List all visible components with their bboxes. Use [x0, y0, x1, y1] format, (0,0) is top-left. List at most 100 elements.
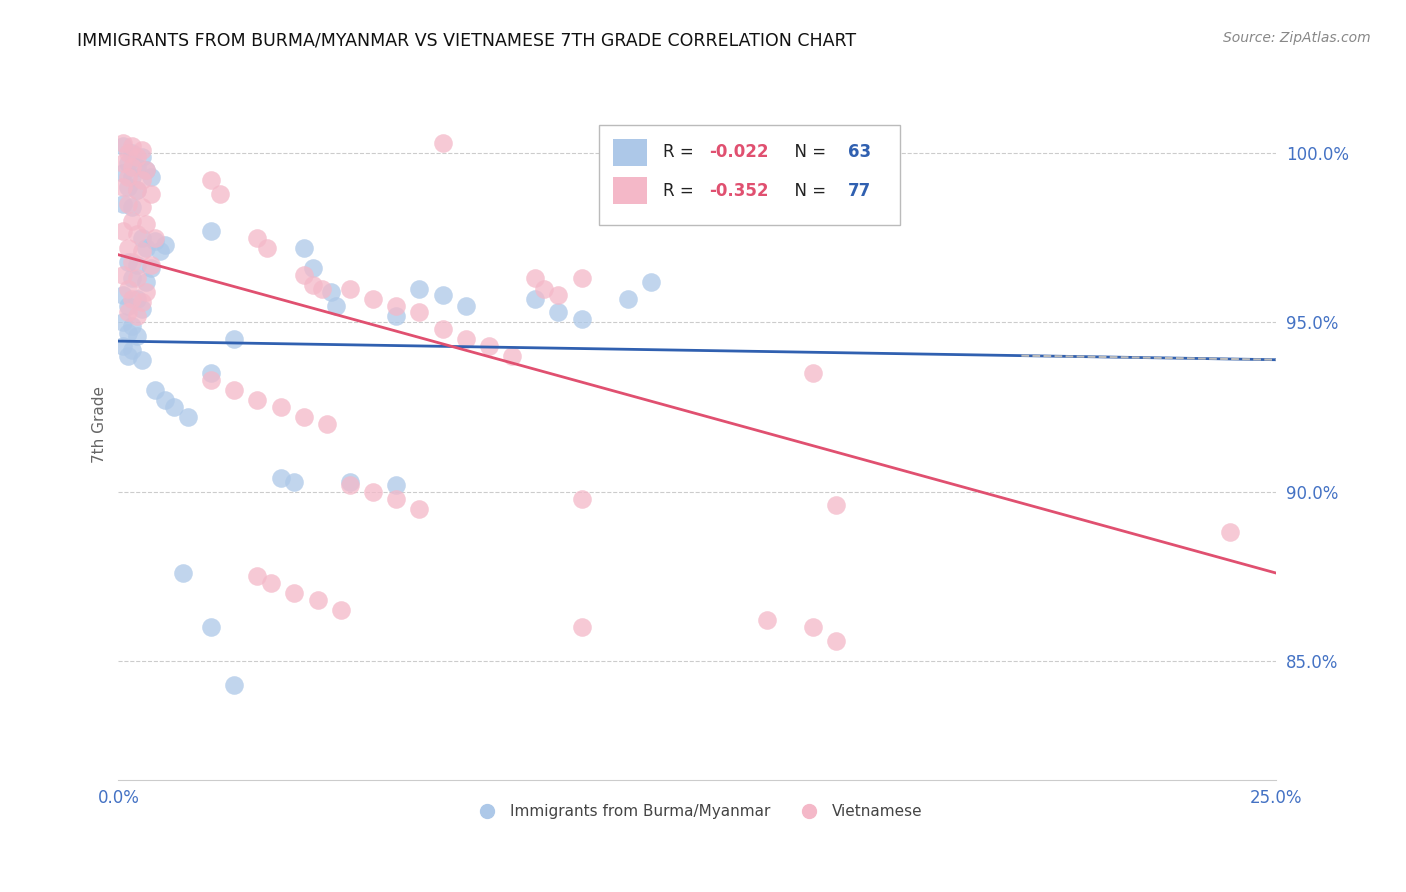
Point — [315, 417, 337, 431]
Point — [547, 305, 569, 319]
Point — [385, 478, 408, 492]
Point — [131, 244, 153, 259]
Point — [131, 143, 153, 157]
Point — [131, 301, 153, 316]
Point — [117, 254, 139, 268]
Point — [131, 295, 153, 310]
Point — [121, 169, 143, 184]
Point — [125, 227, 148, 242]
Point — [121, 292, 143, 306]
Point — [117, 180, 139, 194]
Point — [135, 275, 157, 289]
Point — [755, 153, 778, 167]
Point — [307, 593, 329, 607]
Point — [131, 150, 153, 164]
Point — [121, 200, 143, 214]
Point — [408, 501, 430, 516]
Point — [408, 305, 430, 319]
Point — [125, 183, 148, 197]
Point — [571, 271, 593, 285]
Point — [117, 146, 139, 161]
Point — [283, 475, 305, 489]
Point — [112, 316, 135, 330]
Point — [292, 241, 315, 255]
Point — [292, 410, 315, 425]
Point — [117, 326, 139, 340]
Point — [571, 312, 593, 326]
Point — [200, 620, 222, 634]
Point — [321, 285, 343, 299]
Bar — [613, 139, 648, 166]
Text: -0.352: -0.352 — [709, 182, 768, 200]
Point — [224, 333, 246, 347]
Point — [283, 586, 305, 600]
Point — [270, 400, 292, 414]
Point — [755, 614, 778, 628]
Point — [311, 282, 333, 296]
Point — [135, 285, 157, 299]
Point — [200, 366, 222, 380]
Point — [112, 268, 135, 282]
Point — [385, 309, 408, 323]
Point — [292, 268, 315, 282]
FancyBboxPatch shape — [599, 126, 900, 225]
Point — [112, 197, 135, 211]
Point — [385, 491, 408, 506]
Point — [640, 136, 662, 150]
Point — [163, 400, 186, 414]
Point — [361, 292, 384, 306]
Point — [209, 186, 232, 201]
Point — [200, 373, 222, 387]
Point — [112, 136, 135, 150]
Point — [121, 271, 143, 285]
Text: N =: N = — [785, 144, 831, 161]
Point — [524, 271, 547, 285]
Point — [112, 224, 135, 238]
Point — [571, 620, 593, 634]
Point — [125, 271, 148, 285]
Point — [801, 366, 824, 380]
Point — [246, 393, 269, 408]
Point — [135, 217, 157, 231]
Point — [408, 282, 430, 296]
Point — [224, 678, 246, 692]
Point — [200, 173, 222, 187]
Point — [112, 288, 135, 302]
Point — [131, 231, 153, 245]
Text: 77: 77 — [848, 182, 870, 200]
Point — [153, 393, 176, 408]
Point — [533, 282, 555, 296]
Point — [177, 410, 200, 425]
Text: IMMIGRANTS FROM BURMA/MYANMAR VS VIETNAMESE 7TH GRADE CORRELATION CHART: IMMIGRANTS FROM BURMA/MYANMAR VS VIETNAM… — [77, 31, 856, 49]
Point — [117, 169, 139, 184]
Point — [361, 484, 384, 499]
Point — [117, 349, 139, 363]
Point — [145, 234, 167, 248]
Text: -0.022: -0.022 — [709, 144, 768, 161]
Point — [640, 275, 662, 289]
Point — [478, 339, 501, 353]
Point — [125, 150, 148, 164]
Point — [139, 258, 162, 272]
Point — [801, 620, 824, 634]
Text: Source: ZipAtlas.com: Source: ZipAtlas.com — [1223, 31, 1371, 45]
Point — [121, 160, 143, 174]
Point — [121, 254, 143, 268]
Point — [256, 241, 278, 255]
Point — [117, 197, 139, 211]
Point — [339, 475, 361, 489]
Text: N =: N = — [785, 182, 831, 200]
Point — [117, 282, 139, 296]
Point — [112, 139, 135, 153]
Legend: Immigrants from Burma/Myanmar, Vietnamese: Immigrants from Burma/Myanmar, Vietnames… — [465, 798, 928, 825]
Point — [617, 292, 640, 306]
Y-axis label: 7th Grade: 7th Grade — [93, 385, 107, 463]
Point — [325, 299, 347, 313]
Point — [125, 160, 148, 174]
Point — [302, 261, 325, 276]
Point — [501, 349, 523, 363]
Point — [117, 156, 139, 170]
Point — [117, 241, 139, 255]
Point — [149, 244, 172, 259]
Point — [145, 231, 167, 245]
